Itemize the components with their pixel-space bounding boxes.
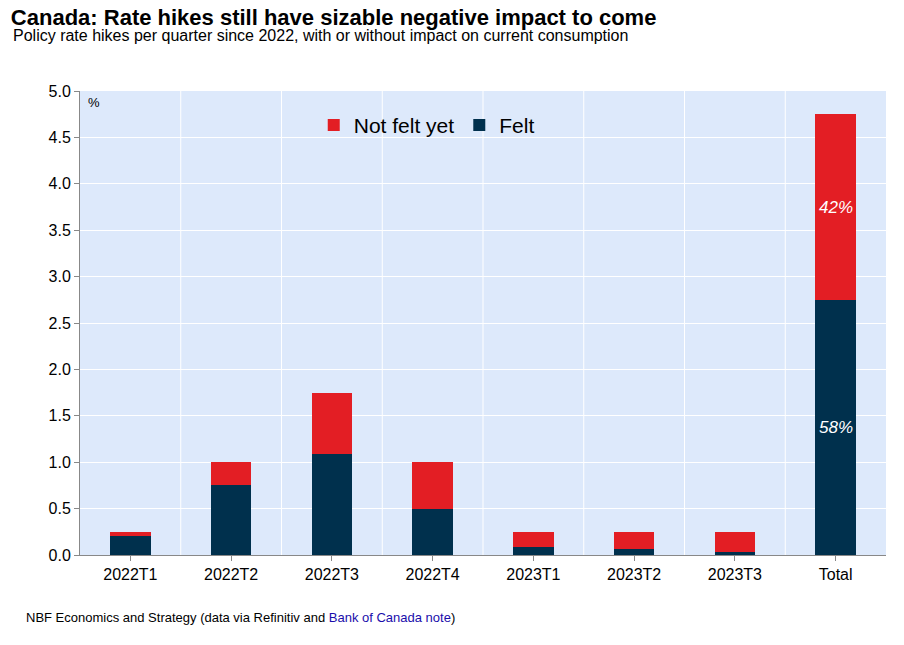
svg-text:2022T1: 2022T1	[103, 566, 157, 583]
svg-text:2.0: 2.0	[49, 361, 71, 378]
svg-text:2023T1: 2023T1	[506, 566, 560, 583]
svg-text:2022T2: 2022T2	[204, 566, 258, 583]
svg-text:5.0: 5.0	[49, 83, 71, 100]
svg-text:2023T3: 2023T3	[708, 566, 762, 583]
svg-text:1.5: 1.5	[49, 407, 71, 424]
svg-text:NBF Economics and Strategy (da: NBF Economics and Strategy (data via Ref…	[26, 610, 455, 625]
svg-text:58%: 58%	[819, 418, 853, 437]
svg-text:4.0: 4.0	[49, 175, 71, 192]
svg-text:Policy rate hikes per quarter: Policy rate hikes per quarter since 2022…	[13, 27, 628, 44]
svg-text:Not felt yet: Not felt yet	[354, 114, 455, 137]
svg-text:Felt: Felt	[499, 114, 534, 137]
svg-text:2022T4: 2022T4	[405, 566, 459, 583]
svg-text:0.5: 0.5	[49, 500, 71, 517]
svg-text:42%: 42%	[819, 198, 853, 217]
svg-text:3.0: 3.0	[49, 268, 71, 285]
svg-text:Total: Total	[819, 566, 853, 583]
svg-text:3.5: 3.5	[49, 222, 71, 239]
svg-text:2023T2: 2023T2	[607, 566, 661, 583]
svg-text:2022T3: 2022T3	[305, 566, 359, 583]
svg-text:Canada: Rate hikes still have: Canada: Rate hikes still have sizable ne…	[11, 5, 657, 30]
svg-text:2.5: 2.5	[49, 315, 71, 332]
svg-text:1.0: 1.0	[49, 454, 71, 471]
svg-text:4.5: 4.5	[49, 129, 71, 146]
svg-text:0.0: 0.0	[49, 547, 71, 564]
svg-text:%: %	[88, 95, 100, 110]
